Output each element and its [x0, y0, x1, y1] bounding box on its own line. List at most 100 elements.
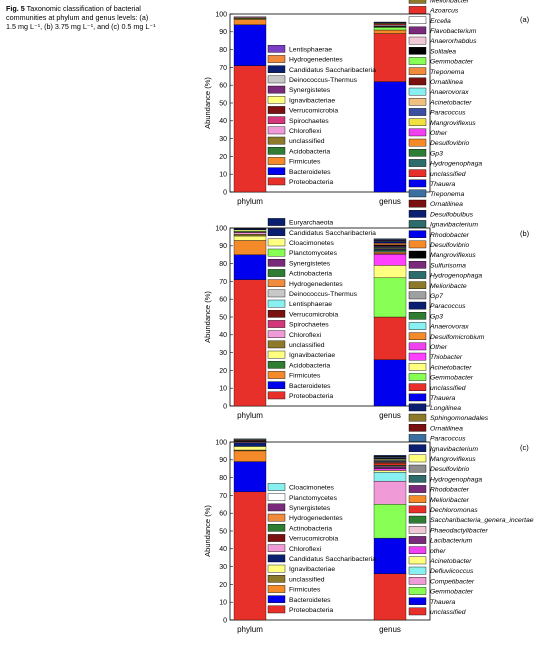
phylum-legend-item-label: Lentisphaerae	[289, 46, 332, 53]
phylum-legend-item-label: Spirochaetes	[289, 322, 329, 329]
genus-legend-item-label: Ignavibacterium	[430, 446, 478, 453]
genus-legend-item-label: Flavobacterium	[430, 28, 477, 35]
y-tick-label: 50	[219, 528, 227, 535]
phylum-legend-item-label: Planctomycetes	[289, 250, 338, 257]
genus-legend-item-swatch	[408, 169, 427, 178]
genus-legend-item-label: Treponema	[430, 191, 464, 198]
phylum-legend-item-label: Ignavibacteriae	[289, 566, 335, 573]
phylum-legend-item-swatch	[267, 248, 286, 257]
y-tick-label: 0	[223, 403, 227, 410]
phylum-legend-item-label: Cloacimonetes	[289, 485, 335, 492]
genus-legend-item-label: unclassified	[430, 171, 466, 178]
genus-legend-item-label: Desulfobulbus	[430, 211, 474, 218]
genus-legend-item-label: Melioribacte	[430, 283, 467, 290]
genus-legend-item-swatch	[408, 454, 427, 463]
y-tick-label: 60	[219, 297, 227, 304]
genus-legend-item-label: Gp3	[430, 313, 443, 320]
genus-legend-item-swatch	[408, 393, 427, 402]
panel-label: (c)	[520, 443, 529, 452]
genus-legend-item-label: Anaerovorax	[429, 324, 469, 331]
phylum-legend-item-label: Proteobacteria	[289, 607, 333, 614]
y-tick-label: 40	[219, 118, 227, 125]
genus-bar-segment	[373, 463, 407, 466]
phylum-legend-item-swatch	[267, 116, 286, 124]
genus-legend-item-label: Melioribacter	[430, 497, 470, 504]
phylum-legend-item-label: unclassified	[289, 138, 325, 145]
phylum-legend-item-swatch	[267, 534, 286, 542]
genus-legend-item-swatch	[408, 16, 427, 25]
phylum-legend-item-swatch	[267, 513, 286, 522]
phylum-legend-item-label: Chloroflexi	[289, 128, 322, 135]
phylum-legend-item-swatch	[267, 554, 286, 563]
genus-legend-item-label: unclassified	[430, 385, 466, 392]
x-category-label: genus	[379, 411, 401, 420]
phylum-legend-item-label: Firmicutes	[289, 587, 321, 594]
panel-label: (b)	[520, 229, 530, 238]
genus-legend-item-label: Rhodobacter	[430, 232, 470, 239]
phylum-legend-item-label: Synergistetes	[289, 260, 331, 267]
x-category-label: genus	[379, 197, 401, 206]
genus-legend-item-swatch	[408, 118, 427, 126]
phylum-legend-item-swatch	[267, 564, 286, 573]
genus-legend-item-swatch	[408, 536, 427, 544]
y-tick-label: 50	[219, 314, 227, 321]
genus-legend-item-swatch	[408, 607, 427, 616]
phylum-legend-item-swatch	[267, 361, 286, 369]
phylum-legend-item-swatch	[267, 299, 286, 308]
phylum-bar-segment	[233, 234, 267, 237]
figure-caption-text: Taxonomic classification of bacterial co…	[6, 4, 156, 31]
genus-legend-item-swatch	[408, 77, 427, 86]
genus-bar-segment	[373, 251, 407, 254]
phylum-legend-item-label: Lentisphaerae	[289, 301, 332, 308]
phylum-legend-item-swatch	[267, 575, 286, 583]
phylum-legend-item-label: Ignavibacteriae	[289, 97, 335, 104]
phylum-legend-item-swatch	[267, 106, 286, 114]
phylum-legend-item-swatch	[267, 126, 286, 135]
genus-legend-item-label: Mangroviflexus	[430, 456, 476, 463]
y-axis-label: Abundance (%)	[203, 77, 212, 129]
genus-legend-item-swatch	[408, 189, 427, 198]
y-tick-label: 30	[219, 564, 227, 571]
phylum-legend-item-label: Acidobacteria	[289, 148, 330, 155]
y-tick-label: 90	[219, 29, 227, 36]
y-tick-label: 60	[219, 511, 227, 518]
genus-legend-item-label: Lacibacterium	[430, 538, 473, 545]
y-tick-label: 100	[215, 225, 227, 232]
genus-legend-item-swatch	[408, 57, 427, 65]
phylum-legend-item-label: Verrucomicrobia	[289, 108, 338, 115]
genus-legend-item-swatch	[408, 220, 427, 228]
phylum-bar-segment	[233, 450, 267, 462]
genus-legend-item-label: Thauera	[430, 599, 456, 606]
phylum-legend-item-swatch	[267, 259, 286, 267]
phylum-legend-item-swatch	[267, 218, 286, 226]
phylum-legend-item-label: Proteobacteria	[289, 393, 333, 400]
phylum-legend-item-swatch	[267, 228, 286, 237]
genus-legend-item-swatch	[408, 271, 427, 279]
phylum-legend-item-label: Bacteroidetes	[289, 383, 331, 390]
genus-legend-item-label: Other	[430, 344, 448, 351]
genus-legend-item-swatch	[408, 138, 427, 147]
genus-legend-item-label: other	[430, 548, 446, 555]
genus-legend-item-label: Sulfurisoma	[430, 262, 466, 269]
y-tick-label: 80	[219, 475, 227, 482]
phylum-legend-item-label: Acidobacteria	[289, 362, 330, 369]
genus-bar-segment	[373, 466, 407, 469]
genus-legend-item-swatch	[408, 587, 427, 595]
genus-legend-item-swatch	[408, 261, 427, 269]
y-tick-label: 70	[219, 493, 227, 500]
genus-legend-item-label: Anaerovorax	[429, 89, 469, 96]
x-category-label: phylum	[237, 197, 263, 206]
genus-legend-item-label: Ignavibacterium	[430, 222, 478, 229]
genus-legend-item-label: Ornatilinea	[430, 201, 463, 208]
y-tick-label: 80	[219, 261, 227, 268]
phylum-bar-segment	[233, 279, 267, 407]
genus-legend-item-swatch	[408, 363, 427, 371]
genus-legend-item-swatch	[408, 444, 427, 453]
genus-legend-item-label: Competibacter	[430, 578, 475, 585]
genus-legend-item-swatch	[408, 26, 427, 35]
genus-legend-item-swatch	[408, 485, 427, 493]
genus-legend-item-swatch	[408, 199, 427, 208]
phylum-legend-item-swatch	[267, 85, 286, 94]
genus-legend-item-swatch	[408, 209, 427, 218]
figure-caption: Fig. 5 Taxonomic classification of bacte…	[6, 4, 156, 31]
